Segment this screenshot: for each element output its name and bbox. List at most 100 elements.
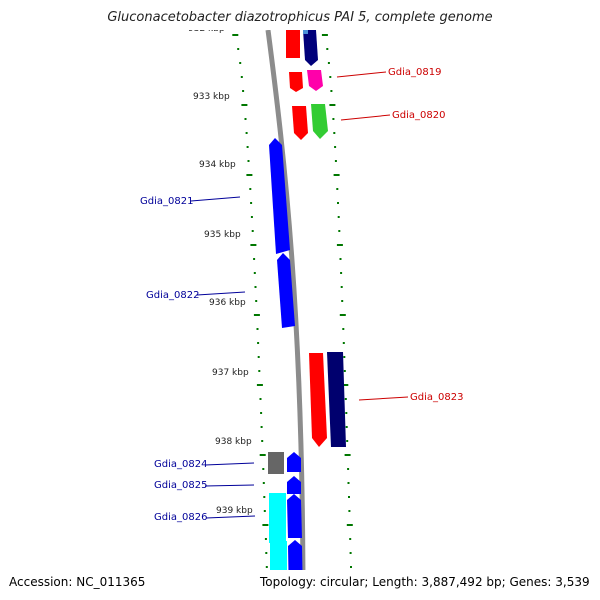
outer-tick-mark: [349, 594, 355, 596]
leader-0823: [358, 396, 409, 401]
inner-tick-mark: [258, 370, 261, 372]
inner-tick-mark: [263, 510, 266, 512]
gene-leader-lines: [190, 71, 409, 595]
leader-0826: [205, 515, 256, 519]
inner-tick-mark: [254, 286, 257, 288]
gene-arrow-0826a: [269, 493, 286, 543]
gene-labels: Gdia_0819 Gdia_0820 Gdia_0821 Gdia_0822 …: [140, 67, 463, 600]
inner-tick-mark: [265, 594, 271, 596]
outer-tick-mark: [334, 146, 337, 148]
leader-0820: [340, 114, 391, 121]
outer-tick-mark: [341, 300, 344, 302]
scale-label: 940 kbp: [217, 575, 254, 585]
inner-tick-mark: [264, 538, 267, 540]
inner-tick-mark: [250, 244, 257, 246]
outer-tick-mark: [350, 566, 352, 568]
gene-arrow-0820: [311, 104, 328, 139]
outer-tick-mark: [333, 174, 340, 176]
inner-tick-mark: [237, 48, 240, 50]
outer-tick-mark: [343, 356, 346, 358]
inner-tick-mark: [250, 202, 253, 204]
scale-label: 936 kbp: [209, 298, 246, 308]
gene-label[interactable]: Gdia_0825: [154, 480, 207, 491]
gene-arrow-0824b: [287, 452, 301, 472]
outer-tick-mark: [348, 510, 351, 512]
inner-tick-mark: [262, 482, 265, 484]
gene-arrow-0818b: [303, 30, 318, 66]
outer-tick-mark: [333, 132, 336, 134]
scale-label: 939 kbp: [216, 506, 253, 516]
leader-0827: [207, 594, 256, 595]
outer-tick-mark: [344, 398, 347, 400]
gene-arrow-0823a: [309, 353, 327, 447]
inner-tick-mark: [255, 300, 258, 302]
inner-tick-mark: [232, 34, 239, 36]
gene-arrow-0819a: [289, 72, 303, 92]
scale-label: 938 kbp: [215, 437, 252, 447]
outer-tick-mark: [329, 104, 336, 106]
inner-tick-mark: [240, 76, 243, 78]
inner-tick-mark: [245, 132, 248, 134]
gene-label[interactable]: Gdia_0824: [154, 459, 207, 470]
inner-tick-mark: [260, 426, 263, 428]
gene-arrow-0821: [269, 138, 290, 254]
inner-tick-mark: [262, 468, 265, 470]
outer-tick-mark: [321, 34, 328, 36]
outer-tick-mark: [345, 412, 348, 414]
outer-tick-mark: [327, 62, 330, 64]
genome-backbone: [265, 30, 306, 570]
scale-label: 937 kbp: [212, 368, 249, 378]
inner-tick-mark: [242, 90, 245, 92]
inner-tick-mark: [244, 118, 247, 120]
gene-arrow-0820a: [292, 106, 308, 140]
inner-tick-track: [232, 34, 271, 596]
gene-label[interactable]: Gdia_0822: [146, 290, 199, 301]
gene-label[interactable]: Gdia_0819: [388, 67, 441, 78]
scale-label: 933 kbp: [193, 92, 230, 102]
outer-tick-mark: [340, 286, 343, 288]
outer-tick-mark: [330, 90, 333, 92]
outer-tick-mark: [338, 230, 341, 232]
gene-label[interactable]: Gdia_0826: [154, 512, 207, 523]
gene-arrow-0823: [327, 352, 346, 447]
scale-labels: 932 kbp 933 kbp 934 kbp 935 kbp 936 kbp …: [188, 30, 254, 585]
scale-label: 934 kbp: [199, 160, 236, 170]
inner-tick-mark: [253, 258, 256, 260]
gene-label[interactable]: Gdia_0827: [155, 589, 208, 600]
map-title: Gluconacetobacter diazotrophicus PAI 5, …: [107, 10, 493, 25]
gene-arrow-0826: [287, 494, 302, 538]
inner-tick-mark: [249, 188, 252, 190]
gene-arrow-0825: [287, 476, 301, 494]
outer-tick-mark: [339, 258, 342, 260]
inner-tick-mark: [261, 440, 264, 442]
outer-tick-mark: [342, 328, 345, 330]
inner-tick-mark: [246, 146, 249, 148]
outer-tick-mark: [347, 482, 350, 484]
inner-tick-mark: [251, 230, 254, 232]
outer-tick-mark: [336, 244, 343, 246]
gene-label[interactable]: Gdia_0820: [392, 110, 445, 121]
outer-tick-mark: [342, 384, 349, 386]
inner-tick-mark: [239, 62, 242, 64]
gene-label[interactable]: Gdia_0821: [140, 196, 193, 207]
outer-tick-mark: [346, 524, 353, 526]
inner-tick-mark: [257, 356, 260, 358]
leader-0822: [196, 291, 246, 296]
gene-arrow-0827a: [270, 541, 287, 570]
inner-tick-mark: [263, 496, 266, 498]
outer-tick-mark: [348, 496, 350, 498]
leader-0819: [336, 71, 387, 78]
gene-label[interactable]: Gdia_0823: [410, 392, 463, 403]
outer-tick-mark: [326, 48, 329, 50]
gene-arrow-0822: [277, 253, 295, 328]
inner-tick-mark: [259, 398, 262, 400]
leader-0824: [204, 462, 255, 466]
outer-tick-mark: [349, 538, 352, 540]
inner-tick-mark: [262, 524, 269, 526]
outer-tick-mark: [343, 370, 346, 372]
inner-tick-mark: [265, 566, 268, 568]
outer-tick-mark: [337, 216, 340, 218]
inner-tick-mark: [257, 342, 260, 344]
